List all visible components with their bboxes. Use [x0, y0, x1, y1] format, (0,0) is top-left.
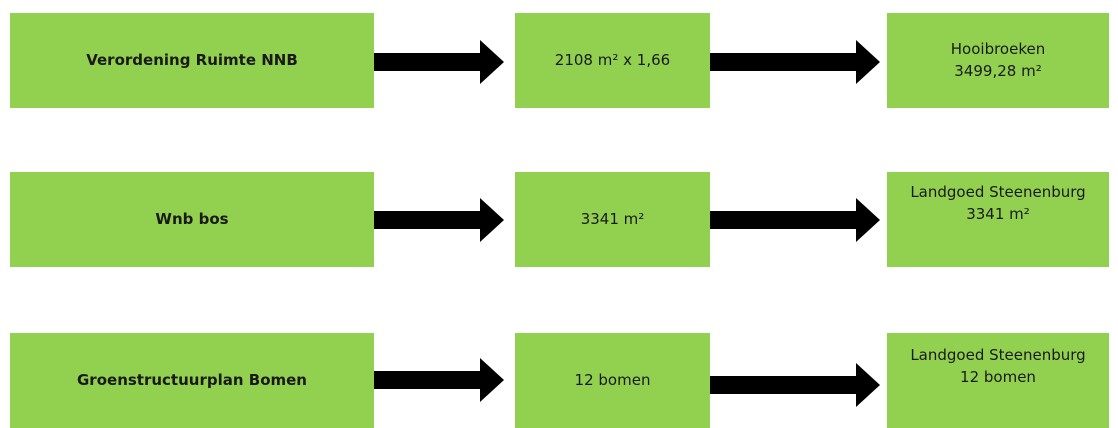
- source-box-verordening: Verordening Ruimte NNB: [10, 13, 374, 108]
- result-location: Landgoed Steenenburg: [910, 183, 1086, 201]
- calc-box-wnb-bos: 3341 m²: [515, 172, 710, 267]
- source-label: Wnb bos: [155, 209, 229, 228]
- result-box-steenenburg-bos: Landgoed Steenenburg 3341 m²: [887, 172, 1109, 267]
- calc-label: 2108 m² x 1,66: [554, 50, 671, 69]
- source-box-groenstructuurplan: Groenstructuurplan Bomen: [10, 333, 374, 428]
- arrow-right-icon: [710, 40, 880, 84]
- source-label: Groenstructuurplan Bomen: [77, 370, 307, 389]
- result-box-steenenburg-bomen: Landgoed Steenenburg 12 bomen: [887, 333, 1109, 428]
- calc-box-verordening: 2108 m² x 1,66: [515, 13, 710, 108]
- result-box-hooibroeken: Hooibroeken 3499,28 m²: [887, 13, 1109, 108]
- result-amount: 12 bomen: [960, 367, 1036, 386]
- calc-label: 3341 m²: [580, 209, 645, 228]
- result-location: Hooibroeken: [950, 39, 1046, 58]
- result-amount: 3341 m²: [966, 204, 1030, 223]
- arrow-right-icon: [710, 363, 880, 407]
- source-label: Verordening Ruimte NNB: [86, 50, 298, 69]
- result-amount: 3499,28 m²: [954, 61, 1042, 80]
- arrow-right-icon: [374, 358, 504, 402]
- calc-box-groenstructuurplan: 12 bomen: [515, 333, 710, 428]
- arrow-right-icon: [374, 40, 504, 84]
- source-box-wnb-bos: Wnb bos: [10, 172, 374, 267]
- arrow-right-icon: [710, 198, 880, 242]
- result-location: Landgoed Steenenburg: [910, 346, 1086, 364]
- calc-label: 12 bomen: [574, 370, 651, 389]
- arrow-right-icon: [374, 198, 504, 242]
